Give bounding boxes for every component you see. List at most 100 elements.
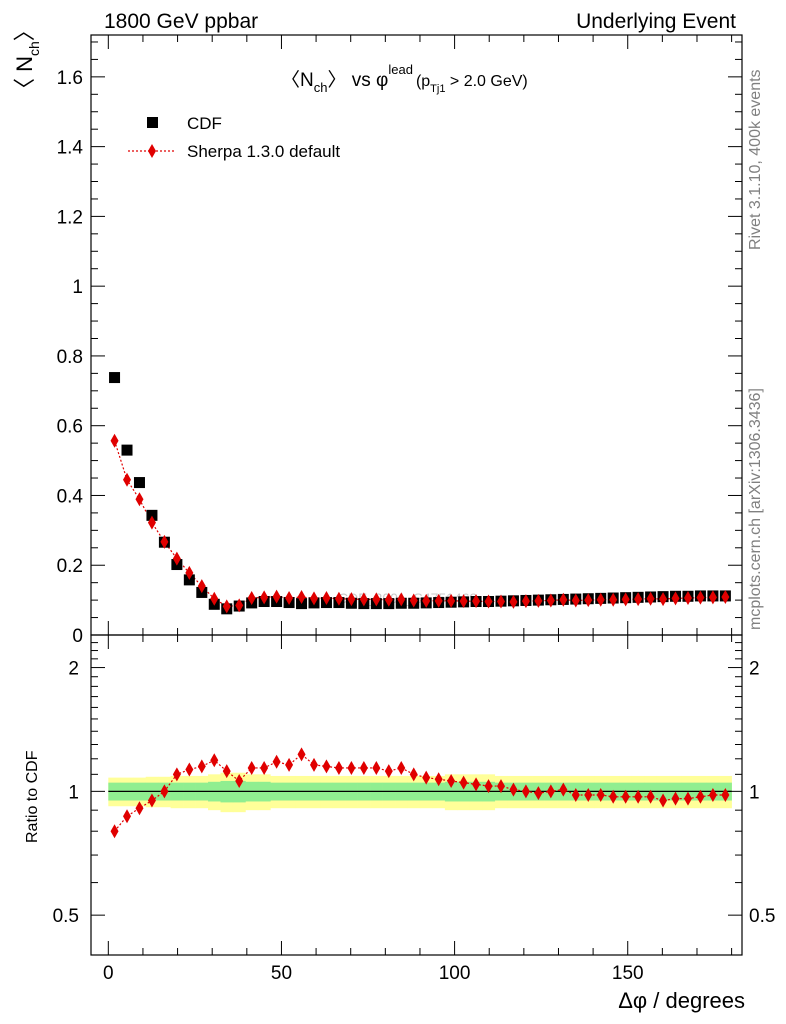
- ratio-sherpa-point: [197, 759, 206, 774]
- sherpa-point: [197, 579, 206, 594]
- ratio-sherpa-point: [496, 779, 505, 794]
- sherpa-point: [334, 591, 343, 606]
- ratio-sherpa-point: [546, 784, 555, 799]
- sherpa-point: [235, 598, 244, 613]
- x-axis-label: Δφ / degrees: [618, 988, 745, 1013]
- ratio-sherpa-point: [634, 789, 643, 804]
- sherpa-point: [671, 591, 680, 606]
- sherpa-point: [384, 592, 393, 607]
- ratio-y-tick-label: 0.5: [53, 906, 79, 927]
- sherpa-point: [447, 593, 456, 608]
- ratio-sherpa-point: [123, 809, 132, 824]
- legend-label-cdf: CDF: [187, 114, 222, 133]
- legend-marker-sherpa: [148, 144, 156, 158]
- ratio-sherpa-point: [434, 772, 443, 787]
- ratio-sherpa-point: [534, 786, 543, 801]
- ratio-y-tick-label-right: 1: [749, 782, 760, 803]
- title-part-b-sup: lead: [388, 62, 413, 77]
- sherpa-point: [397, 592, 406, 607]
- ratio-sherpa-point: [334, 760, 343, 775]
- sherpa-point: [247, 591, 256, 606]
- ratio-y-tick-label: 2: [68, 659, 79, 680]
- sherpa-point: [135, 492, 144, 507]
- sherpa-point: [708, 590, 717, 605]
- sherpa-point: [409, 593, 418, 608]
- ylabel-main: 〈 N: [12, 56, 37, 100]
- main-y-tick-label: 1.2: [57, 207, 83, 228]
- sherpa-point: [472, 594, 481, 609]
- x-tick-label: 100: [439, 963, 471, 984]
- ratio-plot-frame: [90, 634, 743, 956]
- ratio-sherpa-point: [160, 784, 169, 799]
- ratio-sherpa-point: [297, 747, 306, 762]
- x-tick-label: 150: [612, 963, 644, 984]
- sherpa-point: [584, 593, 593, 608]
- ratio-sherpa-point: [135, 801, 144, 816]
- ratio-sherpa-point: [559, 782, 568, 797]
- header-left: 1800 GeV ppbar: [104, 10, 258, 33]
- sherpa-point: [123, 472, 132, 487]
- main-y-tick-label: 1: [72, 277, 83, 298]
- legend-marker-cdf: [147, 117, 158, 128]
- ylabel-sub: ch: [26, 41, 42, 56]
- cdf-point: [121, 444, 133, 456]
- sherpa-point: [634, 592, 643, 607]
- sherpa-point: [496, 594, 505, 609]
- sherpa-point: [683, 591, 692, 606]
- main-y-axis-label: 〈 Nch〉: [12, 19, 42, 100]
- sherpa-point: [434, 593, 443, 608]
- ratio-sherpa-point: [372, 760, 381, 775]
- sherpa-point: [559, 592, 568, 607]
- sherpa-point: [310, 591, 319, 606]
- ratio-sherpa-point: [235, 773, 244, 788]
- x-tick-label: 50: [271, 963, 292, 984]
- sherpa-point: [322, 591, 331, 606]
- ratio-sherpa-point: [708, 787, 717, 802]
- sherpa-point: [222, 599, 231, 614]
- sherpa-point: [147, 515, 156, 530]
- ratio-sherpa-point: [596, 787, 605, 802]
- title-part-d: > 2.0 GeV): [445, 73, 527, 90]
- ratio-sherpa-point: [409, 767, 418, 782]
- ratio-sherpa-point: [472, 777, 481, 792]
- sherpa-point: [534, 593, 543, 608]
- main-y-tick-label: 0.2: [57, 556, 83, 577]
- main-plot-title: 〈Nch〉 vs φlead(pTj1 > 2.0 GeV): [281, 62, 528, 95]
- ratio-sherpa-point: [285, 757, 294, 772]
- sherpa-point: [160, 534, 169, 549]
- sherpa-point: [571, 593, 580, 608]
- title-part-c-sub: Tj1: [430, 83, 445, 95]
- ratio-sherpa-point: [222, 764, 231, 779]
- ratio-sherpa-point: [260, 760, 269, 775]
- ratio-sherpa-point: [347, 760, 356, 775]
- ratio-sherpa-point: [609, 789, 618, 804]
- ratio-sherpa-point: [571, 787, 580, 802]
- cdf-point: [146, 509, 158, 521]
- ratio-y-tick-label: 1: [68, 782, 79, 803]
- sherpa-line: [113, 440, 726, 608]
- ratio-sherpa-point: [621, 789, 630, 804]
- ylabel-end: 〉: [12, 19, 37, 41]
- ratio-sherpa-point: [484, 779, 493, 794]
- header-right: Underlying Event: [576, 10, 736, 33]
- main-y-tick-label: 0: [72, 626, 83, 647]
- ratio-sherpa-point: [310, 757, 319, 772]
- main-y-tick-label: 1.6: [57, 68, 83, 89]
- sherpa-point: [372, 592, 381, 607]
- sherpa-point: [285, 591, 294, 606]
- title-part-a: 〈N: [281, 69, 314, 91]
- legend-label-sherpa: Sherpa 1.3.0 default: [187, 142, 340, 161]
- sherpa-point: [272, 589, 281, 604]
- ratio-y-tick-label-right: 0.5: [749, 906, 775, 927]
- ratio-sherpa-point: [584, 787, 593, 802]
- sherpa-point: [621, 592, 630, 607]
- sherpa-point: [609, 592, 618, 607]
- axes-layer: 0 0.2 0.4 0.6 0.8 1 1.2 1.4 1.6 0 50 100 150 0.5 0.5 1 1…: [53, 35, 775, 984]
- ratio-sherpa-point: [359, 760, 368, 775]
- series-layer: [109, 372, 731, 839]
- ratio-uncertainty-bands: [108, 772, 732, 813]
- sherpa-point: [596, 592, 605, 607]
- sherpa-point: [521, 594, 530, 609]
- ratio-sherpa-point: [147, 793, 156, 808]
- sherpa-point: [185, 565, 194, 580]
